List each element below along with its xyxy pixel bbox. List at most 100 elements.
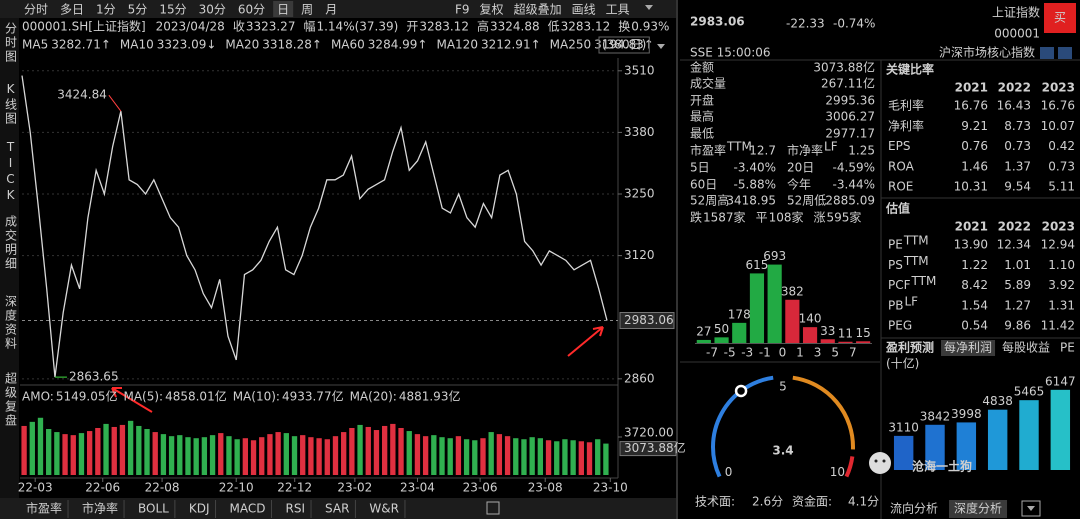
bar	[390, 423, 396, 475]
period-tab[interactable]: 1分	[96, 3, 116, 17]
sidebar-tab[interactable]: 分时图	[4, 22, 18, 64]
quote-code: 000001.SH[上证指数]	[22, 19, 146, 34]
stat-sup: TTM	[726, 140, 752, 154]
add-tab-icon[interactable]	[486, 501, 500, 515]
table-cell: 1.31	[1048, 298, 1075, 312]
tool-button[interactable]: 复权	[480, 3, 504, 17]
period-tab[interactable]: 分时	[24, 3, 48, 17]
dropdown-arrow[interactable]	[645, 5, 653, 10]
indicator-tab[interactable]: W&R	[369, 502, 399, 516]
period-tab[interactable]: 月	[325, 3, 337, 17]
breadth-label: 跌	[690, 210, 702, 225]
bar	[119, 424, 126, 475]
bar	[111, 426, 117, 475]
dropdown-box[interactable]	[1021, 500, 1041, 517]
buy-button[interactable]	[1044, 3, 1076, 33]
indicator-tab[interactable]: SAR	[325, 502, 349, 516]
bar	[177, 435, 183, 475]
wechat-icon	[882, 459, 886, 463]
bar	[893, 435, 914, 470]
period-tab[interactable]: 5分	[128, 3, 148, 17]
indicator-tab[interactable]: RSI	[286, 502, 306, 516]
distribution-axis-label: 1	[796, 346, 804, 360]
sidebar-tab[interactable]: 超级复盘	[4, 371, 18, 428]
icon[interactable]	[1058, 47, 1072, 59]
dropdown-arrow[interactable]	[1027, 506, 1035, 511]
bar	[422, 436, 429, 475]
range-button[interactable]: (380日)	[602, 38, 646, 52]
last-price-label: 2983.06	[624, 313, 674, 327]
volume-legend-label: MA(5):	[123, 390, 163, 404]
table-row-sup: TTM	[903, 254, 929, 268]
tool-button[interactable]: F9	[455, 3, 470, 17]
ma-name: MA10	[120, 38, 154, 52]
tool-button[interactable]: 工具	[606, 3, 630, 17]
index-change: -22.33	[786, 17, 825, 31]
last-price-box	[619, 312, 675, 330]
quote-value: 1.14%(37.39)	[316, 20, 398, 34]
quote-label: 开	[406, 20, 418, 34]
bar	[160, 434, 167, 475]
indicator-tab[interactable]: MACD	[230, 502, 266, 516]
toolbar-bg	[0, 0, 676, 18]
arrow-annotation	[567, 326, 604, 357]
quote-value: 3324.88	[490, 20, 540, 34]
icon[interactable]	[1040, 47, 1054, 59]
bar	[267, 434, 273, 475]
dropdown-arrow[interactable]	[657, 44, 665, 49]
sidebar-tab[interactable]: K线图	[4, 82, 18, 126]
sidebar-tab[interactable]: 成交明细	[4, 215, 18, 271]
bar	[856, 341, 871, 343]
volume-legend-label: MA(20):	[350, 390, 397, 404]
bottom-tab-selected	[949, 500, 1008, 518]
buy-label[interactable]: 买	[1054, 11, 1066, 25]
bar	[21, 425, 27, 475]
stat-label: 52周高	[690, 193, 729, 208]
bar	[259, 437, 265, 475]
bar	[54, 432, 60, 475]
sidebar-bg	[0, 18, 19, 498]
bar	[86, 431, 93, 475]
stat-label: 5日	[690, 161, 710, 175]
period-tab[interactable]: 日	[277, 3, 289, 17]
value-label: 382	[781, 284, 804, 298]
table-cell: 1.22	[961, 258, 988, 272]
indicator-tab[interactable]: KDJ	[189, 502, 210, 516]
bar	[349, 427, 355, 475]
ma-name: MA5	[22, 38, 48, 52]
quote-value: 0.93%	[631, 20, 669, 34]
x-tick-label: 23-08	[528, 481, 563, 495]
period-tab[interactable]: 多日	[60, 3, 84, 17]
bar	[70, 435, 76, 475]
indicator-tab[interactable]: 市盈率	[26, 501, 62, 516]
period-tab[interactable]: 30分	[199, 3, 226, 17]
bottom-tab[interactable]: 流向分析	[890, 501, 938, 516]
table-title: 关键比率	[886, 62, 934, 77]
volume-legend-value: 4858.01亿	[165, 389, 227, 404]
value-label: 178	[728, 307, 751, 321]
stat-label: 金额	[690, 60, 714, 75]
forecast-tab[interactable]: 每净利润	[944, 340, 992, 355]
tool-button[interactable]: 超级叠加	[514, 2, 562, 17]
tool-button[interactable]: 画线	[572, 3, 596, 17]
bar	[925, 424, 945, 470]
forecast-tab[interactable]: 盈利预测	[885, 340, 934, 355]
gauge-tick-label: 5	[779, 380, 787, 394]
period-tab[interactable]: 15分	[159, 3, 186, 17]
bar	[513, 438, 519, 475]
sidebar-tab[interactable]: 深度资料	[4, 295, 18, 351]
table-cell: 0.73	[1048, 159, 1075, 173]
period-tab[interactable]: 60分	[238, 3, 265, 17]
bar	[472, 440, 478, 475]
period-tab[interactable]: 周	[301, 3, 313, 17]
bar	[308, 437, 314, 475]
quote-value: 3283.12	[561, 20, 611, 34]
value-label: 615	[745, 258, 768, 272]
indicator-tab[interactable]: 市净率	[82, 501, 118, 516]
sidebar-tab[interactable]: TICK	[4, 140, 18, 204]
indicator-tab[interactable]: BOLL	[138, 502, 169, 516]
bottom-tab[interactable]: 深度分析	[954, 501, 1002, 516]
forecast-tab[interactable]: 每股收益	[1002, 340, 1050, 355]
forecast-tab[interactable]: PE	[1060, 341, 1075, 355]
gauge-tick-label: 0	[725, 465, 733, 479]
